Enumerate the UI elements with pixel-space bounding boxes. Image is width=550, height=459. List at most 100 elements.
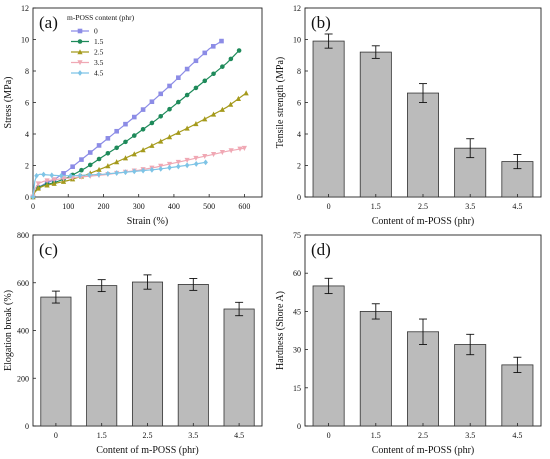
panel-a-point-2.5 [243,90,249,96]
panel-a-xtick-label-5: 500 [203,202,215,211]
panel-c-xtick-label-0: 0 [54,431,58,440]
panel-b-xtick-label-1.5: 1.5 [371,202,381,211]
panel-d-ytick-label-3: 45 [293,307,301,316]
panel-a-point-0 [149,99,155,105]
panel-c-ytick-label-1: 200 [17,374,29,383]
panel-a-point-3.5 [175,159,181,165]
panel-a-point-4.5 [96,171,102,178]
panel-a-point-1.5 [87,162,93,168]
panel-a-point-1.5 [220,64,225,69]
panel-a-point-1.5 [211,71,216,77]
panel-d-bar-4.5 [501,364,534,427]
panel-c-xtick-label-4.5: 4.5 [234,431,244,440]
panel-b-ytick-label-1: 2 [297,162,301,171]
panel-a-point-0 [96,143,102,148]
panel-a-point-3.5 [193,155,199,162]
panel-a-point-4.5 [123,169,128,176]
panel-a-point-1.5 [123,139,128,145]
panel-a-legend-title: m-POSS content (phr) [67,13,135,22]
panel-a-point-4.5 [203,159,208,166]
panel-a-ytick-label-4: 8 [25,67,29,76]
panel-b-ytick-label-6: 12 [293,4,301,13]
panel-a-ytick-label-6: 12 [21,4,29,13]
panel-a-point-3.5 [184,157,190,163]
panel-b-xtick-label-3.5: 3.5 [465,202,475,211]
panel-c-xtick-label-3.5: 3.5 [188,431,198,440]
panel-a-xlabel: Strain (%) [127,216,168,227]
panel-a-point-4.5 [68,172,73,179]
panel-a-point-2.5 [149,142,155,148]
panel-b-ytick-label-3: 6 [297,99,301,108]
panel-a-point-2.5 [158,138,164,144]
panel-c-ytick-label-0: 0 [25,422,29,431]
panel-a-point-3.5 [51,177,57,183]
panel-a-point-1.5 [149,120,155,126]
panel-b-bar-1.5 [359,51,392,198]
panel-a-ytick-label-5: 10 [21,36,29,45]
panel-a-point-3.5 [237,146,243,152]
panel-a-point-4.5 [167,164,172,171]
panel-a-point-2.5 [184,125,190,131]
panel-d-xtick-label-0: 0 [327,431,331,440]
panel-a-point-4.5 [87,172,92,178]
panel-a-point-1.5 [236,48,242,53]
panel-a-point-4.5 [105,170,111,177]
panel-a-legend-marker-4.5 [77,70,83,76]
panel-a-point-0 [61,171,66,176]
panel-c-ylabel: Elogation break (%) [3,290,14,371]
panel-a-point-2.5 [96,166,102,172]
panel-a-point-0 [167,83,172,89]
panel-a-ytick-label-3: 6 [25,99,29,108]
panel-a-point-0 [114,128,119,134]
panel-a-point-2.5 [175,129,181,135]
panel-a-point-0 [210,44,216,49]
panel-a-point-1.5 [114,145,119,151]
panel-b-xlabel: Content of m-POSS (phr) [372,216,475,227]
panel-a-point-1.5 [193,85,199,91]
panel-a-point-3.5 [60,176,67,182]
panel-a-point-4.5 [140,167,146,174]
panel-a-point-3.5 [44,178,50,184]
panel-a-ylabel: Stress (MPa) [3,77,14,129]
panel-a-point-0 [219,38,224,44]
panel-a-point-4.5 [30,194,36,200]
panel-a-point-0 [176,75,181,80]
panel-a-ytick-label-2: 4 [25,130,29,139]
panel-d-xtick-label-1.5: 1.5 [371,431,381,440]
panel-d-bar-1.5 [359,310,392,427]
panel-c-xtick-label-1.5: 1.5 [97,431,107,440]
panel-b-xtick-label-4.5: 4.5 [512,202,522,211]
panel-d-bar-2.5 [407,331,439,427]
panel-c-xtick-label-2.5: 2.5 [143,431,153,440]
panel-a-ytick-label-1: 2 [25,162,29,171]
panel-a-point-3.5 [228,148,234,154]
panel-a-point-0 [202,50,208,56]
panel-a-point-4.5 [77,172,83,179]
panel-a-xtick-label-3: 300 [133,202,145,211]
panel-c-bar-0 [40,296,72,427]
panel-a-point-1.5 [96,156,102,162]
panel-a-point-1.5 [167,106,172,112]
panel-a-point-2.5 [228,101,234,107]
panel-c-xlabel: Content of m-POSS (phr) [96,445,199,456]
panel-d-xlabel: Content of m-POSS (phr) [372,445,475,456]
panel-a-point-2.5 [51,180,57,186]
panel-a-legend-label-0: 0 [94,27,98,36]
panel-d-ytick-label-1: 15 [293,384,301,393]
panel-a-point-0 [79,157,84,162]
panel-a-point-4.5 [41,171,46,178]
panel-a-point-3.5 [202,153,208,160]
panel-a-legend-label-3.5: 3.5 [94,58,104,67]
panel-a-point-1.5 [176,99,181,105]
panel-a-point-0 [184,66,190,72]
panel-c-bar-4.5 [223,308,255,427]
panel-a-point-4.5 [34,172,39,179]
panel-a-point-0 [140,107,146,112]
panel-a-point-4.5 [149,166,155,173]
panel-a-point-1.5 [79,167,84,173]
panel-a-point-4.5 [131,168,137,175]
panel-a-point-1.5 [184,92,190,98]
panel-c-ytick-label-3: 600 [17,279,29,288]
panel-d-ylabel: Hardness (Shore A) [275,291,286,370]
